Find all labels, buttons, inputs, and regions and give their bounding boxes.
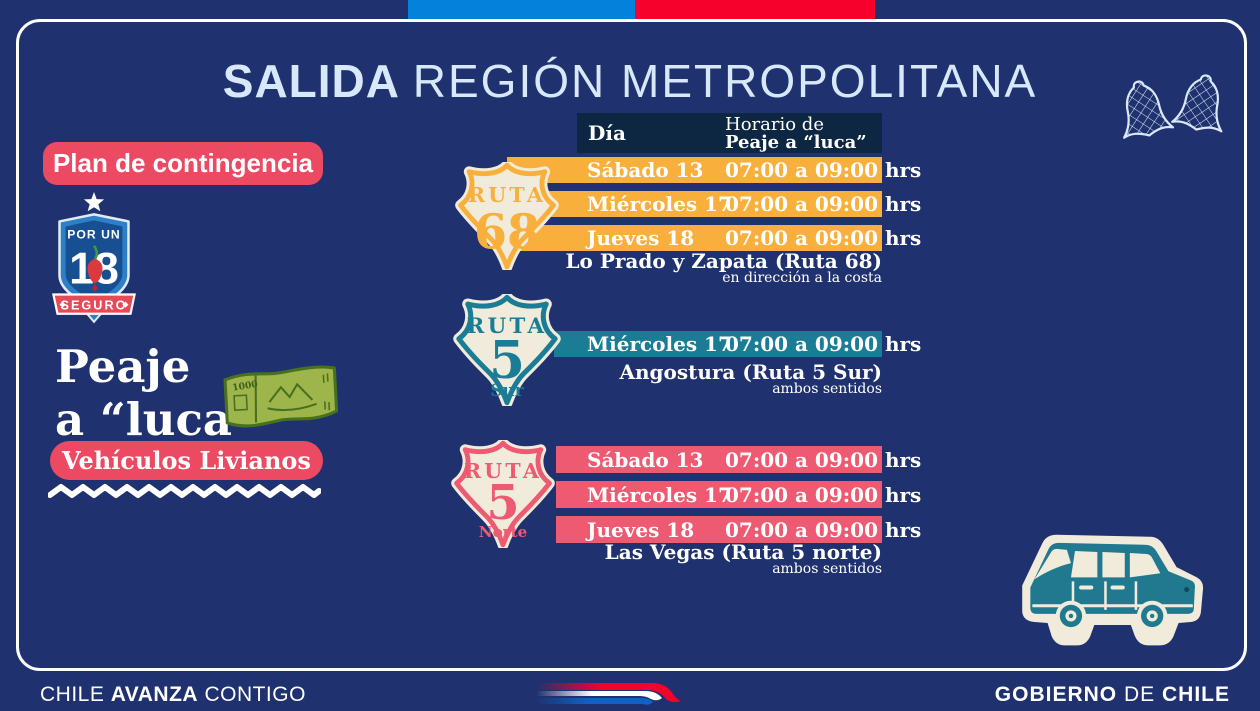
footer-word: GOBIERNO bbox=[994, 683, 1118, 706]
page-title: SALIDA REGIÓN METROPOLITANA bbox=[0, 54, 1260, 108]
plan-badge-label: Plan de contingencia bbox=[52, 148, 314, 178]
header-time: Horario de Peaje a “luca” bbox=[725, 116, 867, 152]
peaje-heading: Peaje a “luca” bbox=[55, 340, 258, 446]
bells-icon bbox=[1123, 74, 1223, 139]
copihue-tip bbox=[91, 283, 99, 292]
copihue-flower-icon bbox=[87, 258, 103, 284]
section-note-bold: Las Vegas (Ruta 5 norte) bbox=[604, 540, 882, 564]
route-5-norte-shield-icon: RUTA 5 Norte bbox=[451, 440, 555, 548]
logo-top-label: POR UN bbox=[67, 228, 120, 242]
row-time: 07:00 a 09:00 hrs bbox=[725, 482, 922, 507]
section-note-bold: Angostura (Ruta 5 Sur) bbox=[619, 360, 882, 384]
schedule-row: Jueves 18 07:00 a 09:00 hrs bbox=[556, 516, 921, 543]
header-time-line2: Peaje a “luca” bbox=[725, 132, 867, 153]
shield-route-number: 5 bbox=[486, 475, 519, 531]
footer-word: DE bbox=[1123, 683, 1156, 706]
top-strip-blue bbox=[408, 0, 635, 20]
row-time: 07:00 a 09:00 hrs bbox=[725, 158, 922, 182]
row-day: Miércoles 17 bbox=[587, 192, 732, 216]
schedule-header: Día Horario de Peaje a “luca” bbox=[577, 113, 882, 153]
copihue-stem bbox=[92, 245, 99, 260]
shield-route-number: 68 bbox=[474, 204, 540, 260]
plan-contingencia-badge: Plan de contingencia bbox=[43, 142, 323, 185]
row-time: 07:00 a 09:00 hrs bbox=[725, 226, 922, 250]
section-note-bold: Lo Prado y Zapata (Ruta 68) bbox=[565, 249, 882, 273]
footer-government: GOBIERNO DE CHILE bbox=[995, 683, 1230, 707]
vehicles-badge-label: Vehículos Livianos bbox=[62, 446, 311, 475]
top-strip-red bbox=[635, 0, 875, 20]
shield-route-label: RUTA bbox=[464, 459, 542, 483]
schedule-row: Jueves 18 07:00 a 09:00 hrs bbox=[507, 225, 921, 251]
route-68-shield-icon: RUTA 68 bbox=[455, 162, 559, 270]
shield-route-label: RUTA bbox=[468, 183, 546, 207]
shield-route-suffix: Sur bbox=[490, 380, 524, 400]
schedule-row: Miércoles 17 07:00 a 09:00 hrs bbox=[507, 191, 921, 217]
logo-ribbon-label: SEGURO bbox=[60, 299, 127, 313]
row-time: 07:00 a 09:00 hrs bbox=[725, 447, 922, 472]
row-day: Sábado 13 bbox=[587, 158, 704, 182]
content-card bbox=[16, 19, 1247, 671]
row-day: Miércoles 17 bbox=[587, 482, 732, 507]
peaje-line2: a “luca” bbox=[55, 393, 258, 446]
row-time: 07:00 a 09:00 hrs bbox=[725, 332, 922, 356]
vehicles-badge: Vehículos Livianos bbox=[50, 441, 323, 480]
shield-route-label: RUTA bbox=[467, 314, 548, 339]
footer-slogan: CHILE AVANZA CONTIGO bbox=[40, 683, 306, 707]
section-note-small: ambos sentidos bbox=[772, 561, 882, 577]
section-note-small: ambos sentidos bbox=[772, 381, 882, 397]
shield-route-suffix: Norte bbox=[479, 523, 527, 541]
star-icon bbox=[83, 192, 105, 212]
row-time: 07:00 a 09:00 hrs bbox=[725, 192, 922, 216]
footer-word: CONTIGO bbox=[204, 683, 306, 706]
footer-word: CHILE bbox=[1162, 683, 1230, 706]
schedule-row: Sábado 13 07:00 a 09:00 hrs bbox=[507, 157, 921, 183]
schedule-row: Miércoles 17 07:00 a 09:00 hrs bbox=[554, 331, 921, 357]
money-bill-icon: 1000 bbox=[223, 365, 339, 428]
header-time-line1: Horario de bbox=[725, 114, 824, 135]
footer-word: AVANZA bbox=[110, 683, 199, 706]
flag-swoosh-icon bbox=[536, 683, 681, 705]
route-5-sur-shield-icon: RUTA 5 Sur bbox=[453, 294, 561, 406]
ribbon-diamond-right bbox=[122, 301, 129, 308]
shield-route-number: 5 bbox=[489, 331, 525, 391]
schedule-row: Sábado 13 07:00 a 09:00 hrs bbox=[556, 446, 921, 473]
peaje-line1: Peaje bbox=[55, 340, 191, 393]
car-icon bbox=[1022, 534, 1204, 646]
logo-ribbon bbox=[52, 293, 136, 315]
zigzag-divider bbox=[48, 484, 321, 498]
row-day: Miércoles 17 bbox=[587, 332, 732, 356]
footer-word: CHILE bbox=[40, 683, 105, 706]
header-day: Día bbox=[588, 121, 626, 145]
row-time: 07:00 a 09:00 hrs bbox=[725, 517, 922, 542]
section-note-small: en dirección a la costa bbox=[722, 270, 882, 286]
row-day: Sábado 13 bbox=[587, 447, 704, 472]
title-regular: REGIÓN METROPOLITANA bbox=[412, 55, 1038, 107]
schedule-row: Miércoles 17 07:00 a 09:00 hrs bbox=[556, 481, 921, 508]
row-day: Jueves 18 bbox=[587, 517, 695, 542]
title-bold: SALIDA bbox=[222, 55, 400, 107]
row-day: Jueves 18 bbox=[587, 226, 695, 250]
por-un-18-seguro-logo: POR UN 18 SEGURO bbox=[52, 192, 136, 324]
money-bill-denomination: 1000 bbox=[232, 379, 259, 394]
